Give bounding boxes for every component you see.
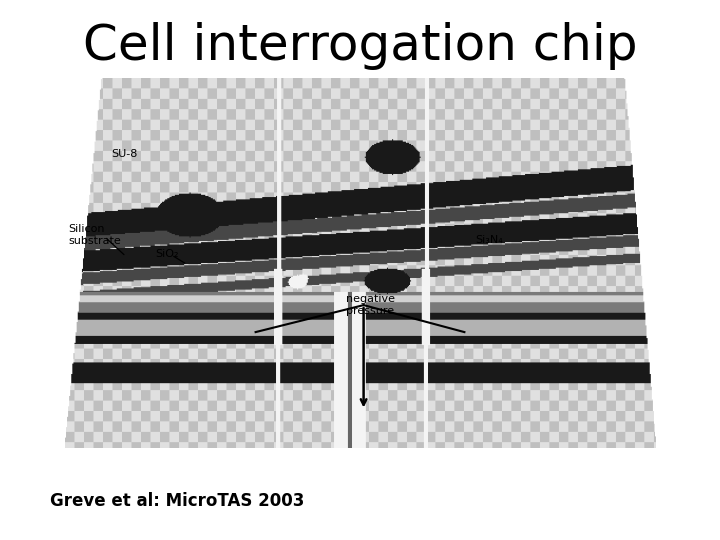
Text: Si₃N₄: Si₃N₄: [475, 235, 503, 245]
Text: SU-8: SU-8: [112, 149, 138, 159]
Text: Silicon
substrate: Silicon substrate: [68, 224, 121, 246]
Text: Greve et al: MicroTAS 2003: Greve et al: MicroTAS 2003: [50, 492, 305, 510]
Text: SiO₂: SiO₂: [155, 249, 179, 259]
Text: negative
pressure: negative pressure: [346, 294, 395, 316]
Text: Cell interrogation chip: Cell interrogation chip: [83, 22, 637, 70]
